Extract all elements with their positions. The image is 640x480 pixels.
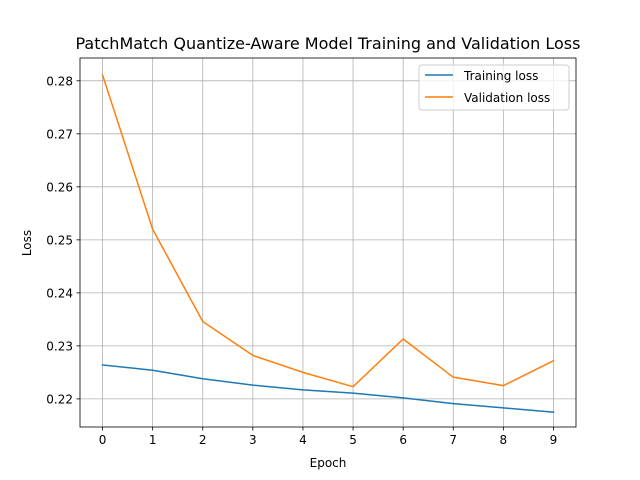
plot-frame (79, 57, 577, 428)
x-tick-label: 5 (349, 433, 357, 447)
validation-loss-line (101, 74, 555, 388)
x-tick-label: 2 (199, 433, 207, 447)
y-axis-label: Loss (20, 230, 34, 256)
x-tick-label: 7 (449, 433, 457, 447)
grid (80, 58, 576, 427)
x-tick-label: 3 (249, 433, 257, 447)
training-loss-line (101, 364, 555, 413)
y-tick-label: 0.22 (46, 392, 73, 406)
legend-label-training: Training loss (463, 69, 538, 83)
y-tick-label: 0.24 (46, 286, 73, 300)
x-tick-label: 4 (299, 433, 307, 447)
x-tick-label: 1 (149, 433, 157, 447)
chart-title: PatchMatch Quantize-Aware Model Training… (76, 34, 581, 53)
x-tick-label: 0 (99, 433, 107, 447)
legend: Training loss Validation loss (418, 64, 570, 111)
x-tick-label: 8 (500, 433, 508, 447)
x-tick-label: 6 (399, 433, 407, 447)
legend-label-validation: Validation loss (464, 91, 550, 105)
y-tick-label: 0.27 (46, 127, 73, 141)
y-axis: 0.22 0.23 0.24 0.25 0.26 0.27 0.28 (46, 74, 80, 406)
legend-box (418, 64, 570, 111)
y-tick-label: 0.28 (46, 74, 73, 88)
series-lines (101, 74, 555, 413)
x-axis: 0 1 2 3 4 5 6 7 8 9 (99, 427, 558, 447)
y-tick-label: 0.25 (46, 233, 73, 247)
y-tick-label: 0.26 (46, 180, 73, 194)
x-tick-label: 9 (550, 433, 558, 447)
y-tick-label: 0.23 (46, 339, 73, 353)
x-axis-label: Epoch (310, 456, 347, 470)
